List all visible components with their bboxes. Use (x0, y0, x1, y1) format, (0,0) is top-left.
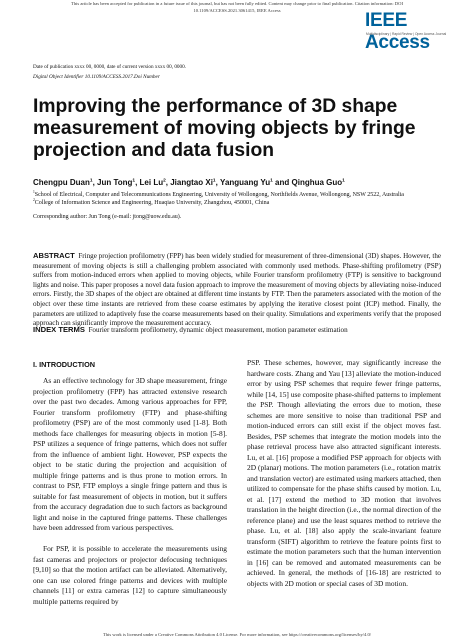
author-affiliation: 1 (212, 178, 216, 184)
index-terms: INDEX TERMS Fourier transform profilomet… (33, 325, 441, 336)
author-affiliation: 1 (89, 178, 93, 184)
author-name: Lei Lu (139, 178, 164, 187)
journal-tagline: Multidisciplinary | Rapid Review | Open … (366, 32, 447, 36)
journal-logo: IEEE Access (365, 10, 430, 53)
corresponding-author: Corresponding author: Jun Tong (e-mail: … (33, 214, 182, 220)
affiliation-text: School of Electrical, Computer and Telec… (34, 192, 404, 198)
affiliation-mark: 1 (33, 190, 35, 194)
author-affiliation: 1 (270, 178, 273, 184)
left-column: As an effective technology for 3D shape … (33, 376, 227, 618)
author-name: Jun Tong (97, 178, 133, 187)
author-affiliation: 1 (132, 178, 136, 184)
separator: , (165, 178, 171, 187)
affiliation: 1School of Electrical, Computer and Tele… (33, 190, 453, 198)
abstract: ABSTRACT Fringe projection profilometry … (33, 251, 441, 329)
abstract-label: ABSTRACT (33, 251, 75, 260)
author-name: and Qinghua Guo (275, 178, 343, 187)
author-list: Chengpu Duan1, Jun Tong1, Lei Lu2, Jiang… (33, 178, 345, 187)
author-name: Chengpu Duan (33, 178, 90, 187)
paragraph: For PSP, it is possible to accelerate th… (33, 544, 227, 606)
separator: , (92, 178, 98, 187)
paper-title: Improving the performance of 3D shape me… (33, 96, 416, 161)
affiliation-mark: 2 (33, 198, 35, 202)
abstract-text: Fringe projection profilometry (FPP) has… (33, 252, 442, 328)
right-column: PSP. These schemes, however, may signifi… (247, 358, 441, 600)
separator: , (135, 178, 140, 187)
separator: , (215, 178, 221, 187)
author-name: Yanguang Yu (220, 178, 271, 187)
affiliation-text: College of Information Science and Engin… (34, 200, 270, 206)
paragraph: PSP. These schemes, however, may signifi… (247, 358, 441, 588)
author-affiliation: 2 (163, 178, 166, 184)
index-terms-label: INDEX TERMS (33, 325, 85, 334)
author-name: Jiangtao Xi (170, 178, 213, 187)
author-affiliation: 1 (342, 178, 345, 184)
affiliation: 2College of Information Science and Engi… (33, 198, 453, 206)
section-heading: I. INTRODUCTION (33, 360, 96, 369)
notice-line: This article has been accepted for publi… (71, 1, 403, 6)
dates: Date of publication xxxx 00, 0000, date … (33, 64, 186, 70)
doi: Digital Object Identifier 10.1109/ACCESS… (33, 74, 160, 80)
paragraph: As an effective technology for 3D shape … (33, 376, 227, 532)
notice-line: 10.1109/ACCESS.2021.3061415, IEEE Access (193, 8, 281, 13)
index-terms-text: Fourier transform profilometry, dynamic … (88, 326, 348, 334)
license-footer: This work is licensed under a Creative C… (102, 632, 372, 637)
